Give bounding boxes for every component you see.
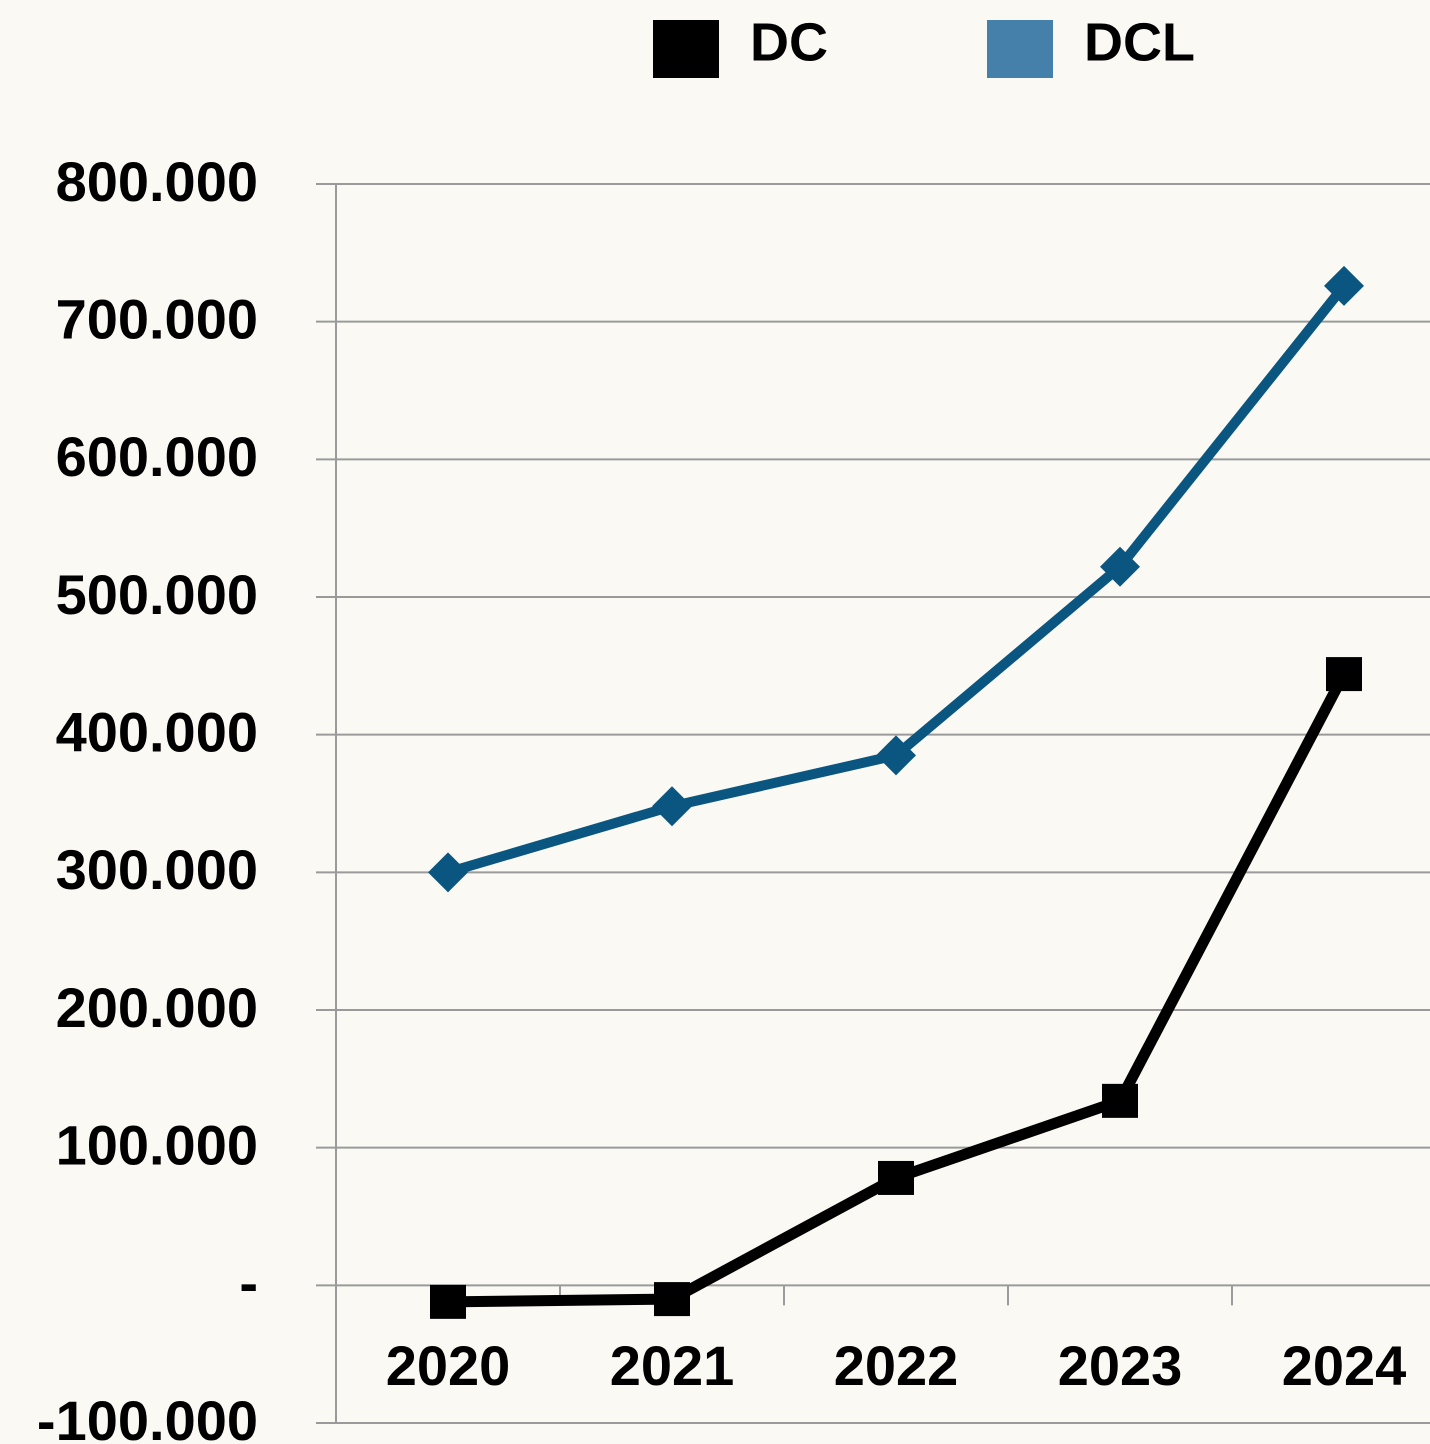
legend-label: DC <box>750 12 828 72</box>
x-tick-label: 2023 <box>1058 1334 1183 1397</box>
marker <box>1100 546 1140 587</box>
marker <box>652 786 692 827</box>
marker <box>1324 265 1364 306</box>
y-tick-label: 200.000 <box>56 976 258 1039</box>
marker <box>654 1282 690 1317</box>
y-tick-label: 800.000 <box>56 150 258 213</box>
marker <box>428 852 468 893</box>
legend-swatch <box>653 20 719 78</box>
marker <box>1102 1083 1138 1118</box>
legend-swatch <box>987 20 1053 78</box>
marker <box>430 1284 466 1319</box>
marker <box>878 1160 914 1195</box>
y-tick-label: - <box>239 1251 258 1314</box>
marker <box>1326 657 1362 692</box>
y-tick-label: 500.000 <box>56 563 258 626</box>
y-tick-label: -100.000 <box>37 1389 258 1444</box>
y-tick-label: 300.000 <box>56 838 258 901</box>
marker <box>876 735 916 776</box>
x-tick-label: 2020 <box>386 1334 511 1397</box>
y-tick-label: 400.000 <box>56 700 258 763</box>
legend-label: DCL <box>1084 12 1195 72</box>
x-tick-label: 2022 <box>834 1334 959 1397</box>
x-tick-label: 2021 <box>610 1334 735 1397</box>
y-tick-label: 600.000 <box>56 425 258 488</box>
x-tick-label: 2024 <box>1282 1334 1407 1397</box>
y-tick-label: 700.000 <box>56 287 258 350</box>
y-tick-label: 100.000 <box>56 1113 258 1176</box>
